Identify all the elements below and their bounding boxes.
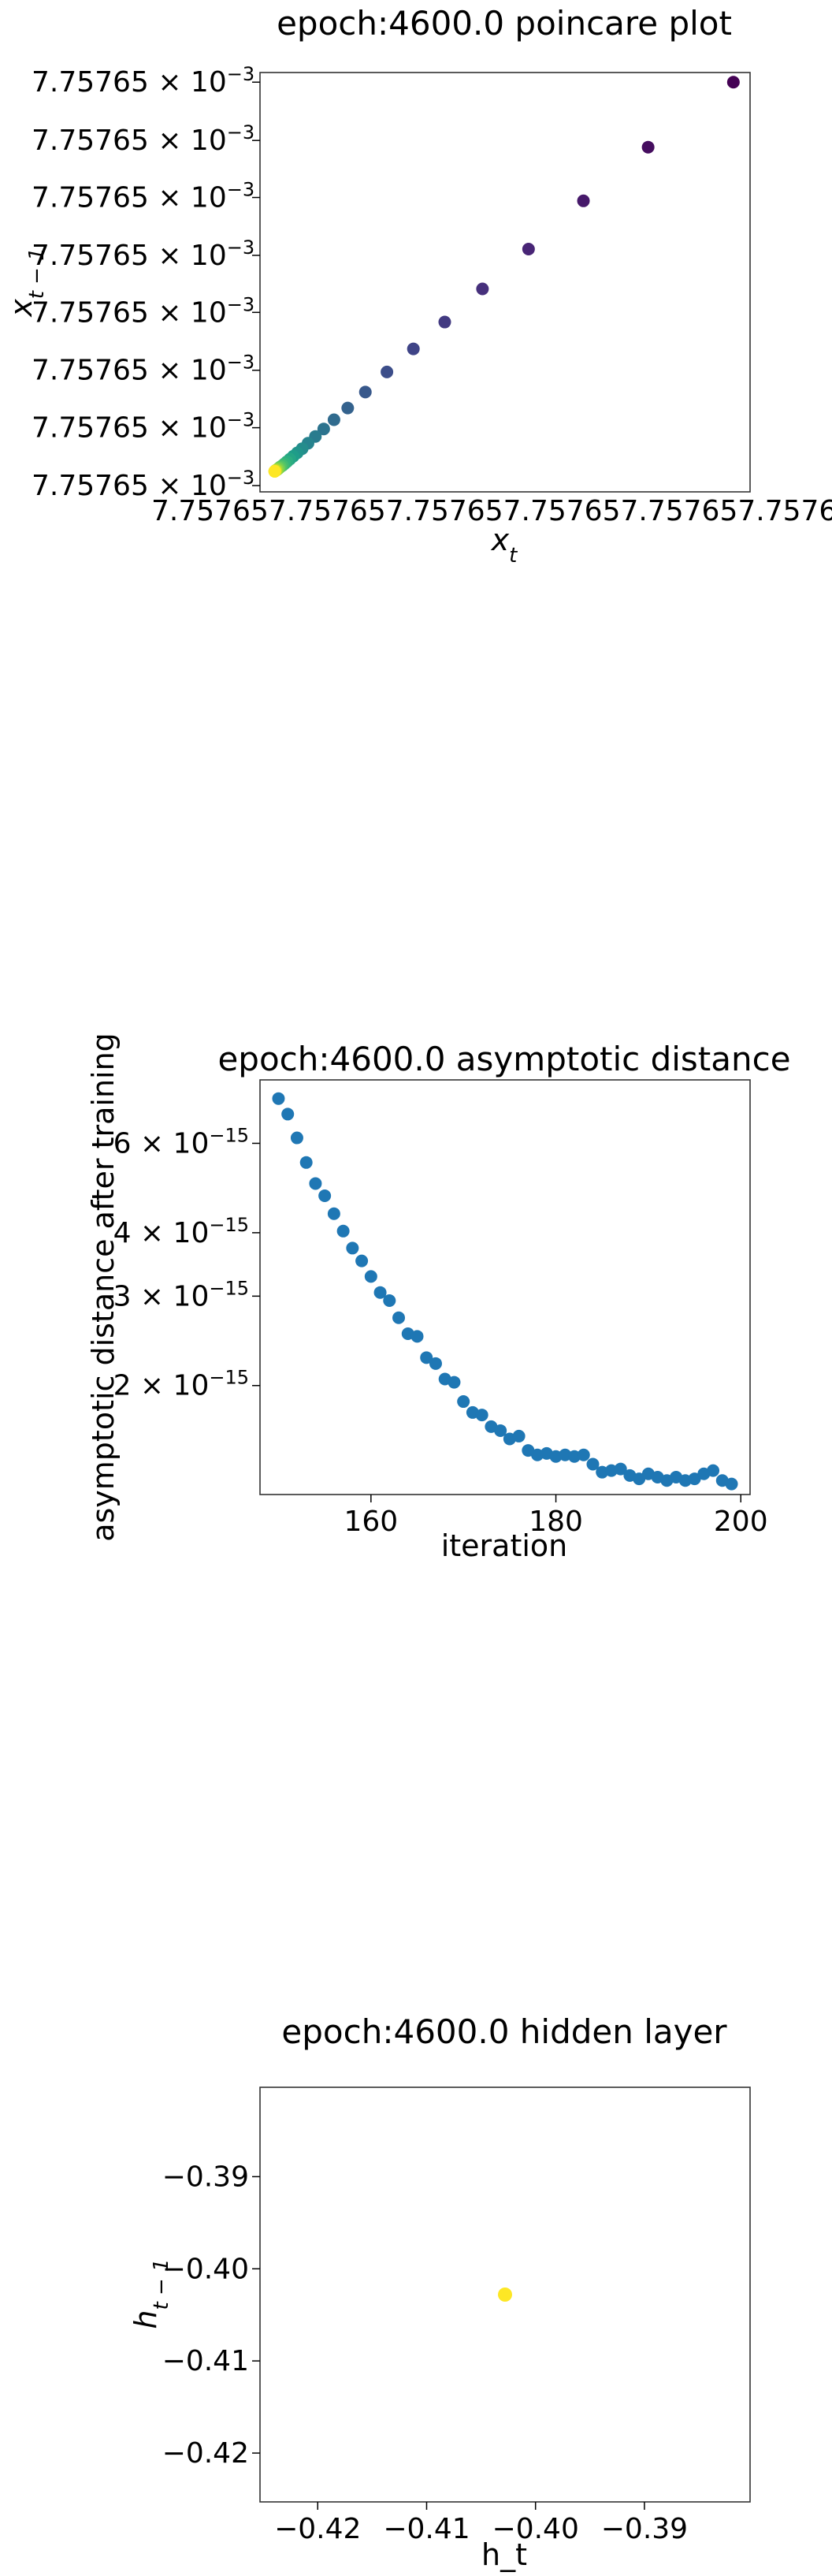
- hidden-layer-y-ticks: −0.39 −0.40 −0.41 −0.42: [162, 2161, 260, 2470]
- asymptotic-x-axis-label: iteration: [441, 1528, 568, 1563]
- asymptotic-point: [531, 1448, 544, 1461]
- asymptotic-point: [457, 1395, 470, 1409]
- poincare-point: [641, 140, 655, 154]
- asymptotic-point: [346, 1241, 359, 1255]
- poincare-y-tick-label: 7.75765 × 10−3: [32, 121, 254, 157]
- asymptotic-y-tick-label: 6 × 10−15: [113, 1124, 249, 1160]
- hidden-layer-x-tick-label: −0.42: [274, 2513, 361, 2545]
- poincare-y-tick-label: 7.75765 × 10−3: [32, 236, 254, 272]
- poincare-point: [327, 413, 340, 426]
- asymptotic-x-tick-label: 200: [714, 1506, 768, 1538]
- hidden-layer-y-tick-label: −0.39: [162, 2161, 249, 2193]
- hidden-layer-x-tick-label: −0.39: [601, 2513, 688, 2545]
- asymptotic-point: [512, 1429, 526, 1442]
- poincare-y-tick-label: 7.75765 × 10−3: [32, 352, 254, 387]
- hidden-layer-y-tick-label: −0.40: [162, 2253, 249, 2285]
- asymptotic-points: [272, 1092, 738, 1491]
- poincare-y-tick-label: 7.75765 × 10−3: [32, 409, 254, 445]
- poincare-x-tick-labels: 7.757657.757657.757657.757657.757657.757…: [151, 495, 832, 527]
- poincare-point: [522, 242, 535, 255]
- asymptotic-y-tick-label: 2 × 10−15: [113, 1367, 249, 1402]
- hidden-layer-y-tick-label: −0.42: [162, 2437, 249, 2470]
- asymptotic-plot-frame: [259, 1079, 751, 1495]
- hidden-layer-chart: epoch:4600.0 hidden layer −0.42 −0.41 −0.4…: [128, 2012, 751, 2572]
- asymptotic-y-tick-label: 4 × 10−15: [113, 1214, 249, 1249]
- asymptotic-y-ticks: 6 × 10−15 4 × 10−15 3 × 10−15 2 × 10−15: [113, 1124, 260, 1402]
- asymptotic-point: [410, 1330, 424, 1343]
- poincare-x-axis-label: xt: [491, 523, 518, 568]
- asymptotic-point: [586, 1457, 600, 1471]
- asymptotic-x-tick-label: 160: [344, 1506, 398, 1538]
- asymptotic-point: [559, 1448, 572, 1461]
- hidden-layer-plot-frame: [259, 2086, 751, 2503]
- poincare-point: [726, 76, 740, 89]
- hidden-layer-x-tick-label: −0.41: [383, 2513, 470, 2545]
- asymptotic-point: [355, 1254, 369, 1268]
- asymptotic-point: [373, 1286, 387, 1299]
- asymptotic-point: [688, 1472, 701, 1486]
- asymptotic-point: [420, 1351, 433, 1364]
- asymptotic-point: [614, 1462, 627, 1476]
- poincare-points: [268, 76, 740, 478]
- asymptotic-point: [272, 1092, 285, 1105]
- poincare-y-tick-label: 7.75765 × 10−3: [32, 293, 254, 329]
- asymptotic-point: [383, 1294, 396, 1307]
- asymptotic-point: [327, 1207, 340, 1220]
- hidden-layer-x-tick-label: −0.40: [492, 2513, 579, 2545]
- asymptotic-point: [281, 1107, 295, 1121]
- poincare-point: [317, 423, 330, 436]
- poincare-chart: epoch:4600.0 poincare plot 7.75765 × 10−…: [4, 4, 832, 568]
- asymptotic-title: epoch:4600.0 asymptotic distance: [217, 1040, 790, 1078]
- poincare-point: [438, 315, 451, 329]
- hidden-layer-title: epoch:4600.0 hidden layer: [281, 2012, 727, 2051]
- asymptotic-point: [475, 1409, 488, 1422]
- poincare-point: [476, 282, 489, 296]
- asymptotic-y-axis-label: asymptotic distance after training: [86, 1033, 121, 1542]
- hidden-layer-y-tick-label: −0.41: [162, 2345, 249, 2377]
- poincare-point: [577, 194, 590, 207]
- asymptotic-point: [494, 1424, 507, 1437]
- asymptotic-x-tick-label: 180: [529, 1506, 583, 1538]
- asymptotic-point: [568, 1450, 581, 1463]
- asymptotic-point: [633, 1472, 646, 1486]
- asymptotic-x-ticks: 160 180 200: [344, 1495, 768, 1538]
- asymptotic-chart: epoch:4600.0 asymptotic distance 160 180 2…: [86, 1033, 791, 1563]
- asymptotic-point: [336, 1224, 350, 1238]
- poincare-point: [381, 365, 394, 378]
- poincare-point: [358, 385, 372, 399]
- asymptotic-point: [549, 1450, 563, 1463]
- asymptotic-point: [318, 1189, 332, 1202]
- asymptotic-point: [577, 1448, 590, 1461]
- asymptotic-point: [309, 1177, 322, 1190]
- asymptotic-y-tick-label: 3 × 10−15: [113, 1277, 249, 1312]
- poincare-point: [407, 342, 420, 356]
- asymptotic-point: [707, 1464, 720, 1477]
- asymptotic-point: [448, 1375, 461, 1389]
- poincare-plot-frame: [259, 72, 751, 493]
- asymptotic-point: [725, 1477, 738, 1491]
- asymptotic-point: [392, 1311, 406, 1324]
- poincare-point: [341, 401, 355, 415]
- poincare-y-ticks: 7.75765 × 10−3 7.75765 × 10−3 7.75765 × 10…: [32, 63, 260, 502]
- poincare-y-tick-label: 7.75765 × 10−3: [32, 467, 254, 502]
- poincare-title: epoch:4600.0 poincare plot: [277, 4, 732, 43]
- asymptotic-point: [299, 1156, 313, 1169]
- asymptotic-point: [429, 1357, 442, 1370]
- poincare-point: [268, 464, 281, 478]
- asymptotic-point: [364, 1270, 377, 1283]
- hidden-layer-points: [498, 2288, 512, 2302]
- poincare-y-tick-label: 7.75765 × 10−3: [32, 179, 254, 214]
- hidden-layer-point: [498, 2288, 512, 2302]
- hidden-layer-x-ticks: −0.42 −0.41 −0.40 −0.39: [274, 2502, 688, 2545]
- asymptotic-point: [290, 1131, 303, 1145]
- hidden-layer-y-axis-label: ht − 1: [128, 2258, 173, 2328]
- hidden-layer-x-axis-label: h_t: [481, 2537, 527, 2572]
- poincare-y-tick-label: 7.75765 × 10−3: [32, 63, 254, 99]
